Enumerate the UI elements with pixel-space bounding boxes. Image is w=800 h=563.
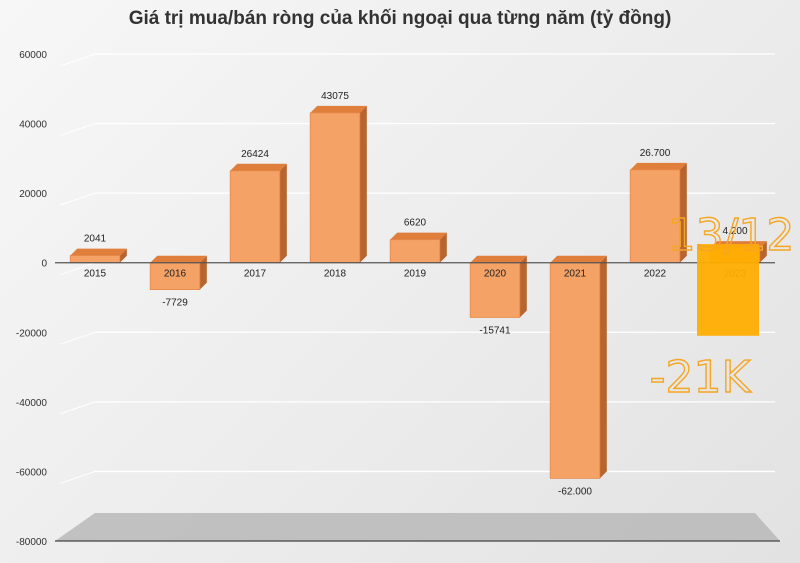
x-tick-label: 2022 bbox=[644, 269, 667, 280]
gridline-diagonal bbox=[59, 331, 96, 345]
y-tick-label: -40000 bbox=[16, 398, 48, 409]
handwritten-annotation: 13/12 -21K bbox=[649, 209, 795, 403]
bar-side bbox=[279, 163, 287, 263]
gridline-diagonal bbox=[59, 401, 96, 415]
y-axis: 60000 40000 20000 0 -20000 -40000 -60000 -80000 bbox=[16, 50, 48, 548]
data-label: -15741 bbox=[479, 325, 511, 336]
y-tick-label: -20000 bbox=[16, 328, 48, 339]
y-tick-label: 20000 bbox=[19, 189, 47, 200]
x-tick-label: 2018 bbox=[324, 269, 347, 280]
bars bbox=[69, 105, 767, 479]
chart-floor bbox=[55, 513, 780, 542]
gridline-diagonal bbox=[59, 262, 96, 276]
gridline-diagonal bbox=[59, 470, 96, 484]
bar-side bbox=[199, 255, 207, 290]
handwritten-value: -21K bbox=[650, 352, 752, 403]
x-tick-label: 2017 bbox=[244, 269, 267, 280]
gridlines bbox=[59, 53, 775, 484]
bar-top bbox=[310, 105, 367, 113]
bar-side bbox=[679, 162, 687, 263]
bar-top bbox=[630, 162, 687, 170]
bar-top bbox=[550, 255, 607, 263]
overlay-bar bbox=[697, 244, 759, 336]
data-label: 26424 bbox=[241, 149, 269, 160]
handwritten-date: 13/12 bbox=[668, 210, 795, 261]
bar-side bbox=[439, 232, 447, 263]
x-tick-label: 2015 bbox=[84, 269, 107, 280]
gridline-diagonal bbox=[59, 123, 96, 137]
data-label: -62.000 bbox=[558, 486, 592, 497]
x-tick-label: 2020 bbox=[484, 269, 507, 280]
bar-top bbox=[150, 255, 207, 263]
gridline-diagonal bbox=[59, 53, 96, 67]
bar-2021 bbox=[549, 262, 601, 479]
data-label: 43075 bbox=[321, 91, 349, 102]
bar-side bbox=[519, 255, 527, 318]
bar-side bbox=[759, 241, 767, 263]
bar-top bbox=[470, 255, 527, 263]
y-tick-label: -80000 bbox=[16, 537, 48, 548]
data-label: 4.200 bbox=[722, 226, 747, 237]
data-labels: 2041 -7729 26424 43075 6620 -15741 -62.000 26.7… bbox=[84, 91, 748, 498]
bar-side bbox=[599, 255, 607, 479]
bar-2017 bbox=[229, 170, 281, 264]
chart-title: Giá trị mua/bán ròng của khối ngoại qua … bbox=[128, 8, 672, 29]
data-label: 6620 bbox=[404, 218, 427, 229]
bar-2018 bbox=[309, 112, 361, 264]
y-tick-label: 0 bbox=[41, 259, 47, 270]
bar-top bbox=[390, 232, 447, 240]
y-tick-label: 40000 bbox=[19, 120, 47, 131]
bar-2016 bbox=[149, 262, 201, 291]
floor-panel bbox=[55, 513, 780, 541]
y-tick-label: 60000 bbox=[19, 50, 47, 61]
bar-side bbox=[119, 248, 127, 263]
x-tick-label: 2016 bbox=[164, 269, 187, 280]
y-tick-label: -60000 bbox=[16, 467, 48, 478]
data-label: -7729 bbox=[162, 298, 188, 309]
bar-2015 bbox=[69, 255, 121, 264]
bar-top bbox=[70, 248, 127, 256]
gridline-diagonal bbox=[59, 192, 96, 206]
bar-top bbox=[230, 163, 287, 171]
x-tick-label: 2019 bbox=[404, 269, 427, 280]
data-label: 26.700 bbox=[640, 148, 671, 159]
data-label: 2041 bbox=[84, 234, 107, 245]
x-tick-label: 2021 bbox=[564, 269, 587, 280]
bar-2020 bbox=[469, 262, 521, 318]
bar-2019 bbox=[389, 239, 441, 264]
bar-side bbox=[359, 105, 367, 263]
bar-2022 bbox=[629, 169, 681, 264]
